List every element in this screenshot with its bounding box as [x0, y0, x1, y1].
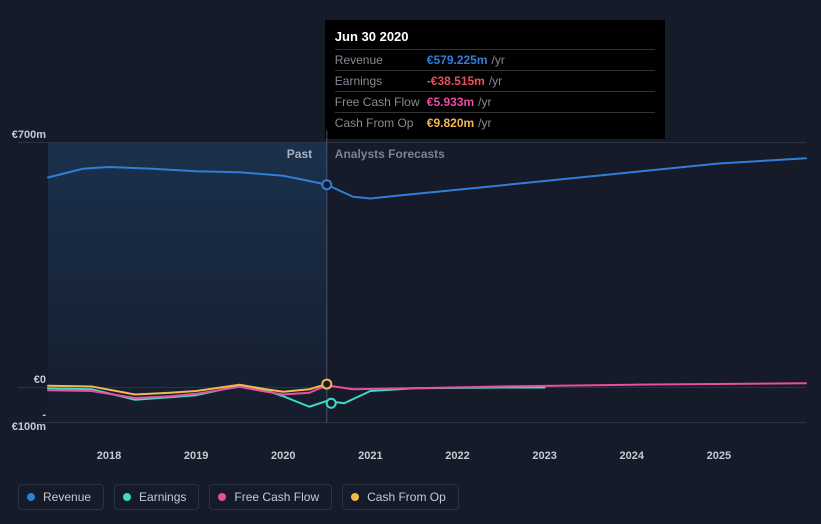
legend-swatch [218, 493, 226, 501]
tooltip-row: Revenue€579.225m/yr [335, 49, 655, 70]
legend-label: Free Cash Flow [234, 490, 319, 504]
tooltip-unit: /yr [492, 53, 505, 67]
region-label-forecast: Analysts Forecasts [335, 147, 445, 161]
tooltip-label: Revenue [335, 53, 427, 67]
legend-item[interactable]: Earnings [114, 484, 199, 510]
chart-plot: €700m€0-€100mPastAnalysts Forecasts20182… [18, 125, 806, 465]
legend-item[interactable]: Revenue [18, 484, 104, 510]
x-axis-label: 2021 [358, 450, 382, 462]
chart-tooltip: Jun 30 2020 Revenue€579.225m/yrEarnings-… [325, 20, 665, 139]
x-axis-label: 2023 [532, 450, 556, 462]
legend-item[interactable]: Cash From Op [342, 484, 459, 510]
tooltip-unit: /yr [489, 74, 502, 88]
legend-swatch [27, 493, 35, 501]
x-axis-label: 2022 [445, 450, 469, 462]
y-axis-label: €700m [12, 129, 46, 141]
legend-label: Revenue [43, 490, 91, 504]
tooltip-date: Jun 30 2020 [335, 26, 655, 49]
region-label-past: Past [287, 147, 312, 161]
chart-legend: Revenue Earnings Free Cash Flow Cash From O… [18, 484, 459, 510]
legend-swatch [351, 493, 359, 501]
tooltip-row: Earnings-€38.515m/yr [335, 70, 655, 91]
tooltip-value: -€38.515m [427, 74, 485, 88]
x-axis-label: 2020 [271, 450, 295, 462]
tooltip-label: Earnings [335, 74, 427, 88]
tooltip-unit: /yr [478, 95, 491, 109]
tooltip-row: Free Cash Flow€5.933m/yr [335, 91, 655, 112]
legend-swatch [123, 493, 131, 501]
x-axis-label: 2025 [707, 450, 731, 462]
chart-container: Jun 30 2020 Revenue€579.225m/yrEarnings-… [18, 20, 806, 480]
tooltip-value: €579.225m [427, 53, 488, 67]
x-axis-label: 2019 [184, 450, 208, 462]
legend-label: Cash From Op [367, 490, 446, 504]
tooltip-value: €5.933m [427, 95, 474, 109]
legend-label: Earnings [139, 490, 186, 504]
legend-item[interactable]: Free Cash Flow [209, 484, 332, 510]
y-axis-label: €0 [34, 374, 46, 386]
x-axis-label: 2024 [619, 450, 643, 462]
x-axis-label: 2018 [97, 450, 121, 462]
tooltip-label: Free Cash Flow [335, 95, 427, 109]
y-axis-label: -€100m [12, 409, 46, 433]
chart-svg [18, 125, 806, 465]
